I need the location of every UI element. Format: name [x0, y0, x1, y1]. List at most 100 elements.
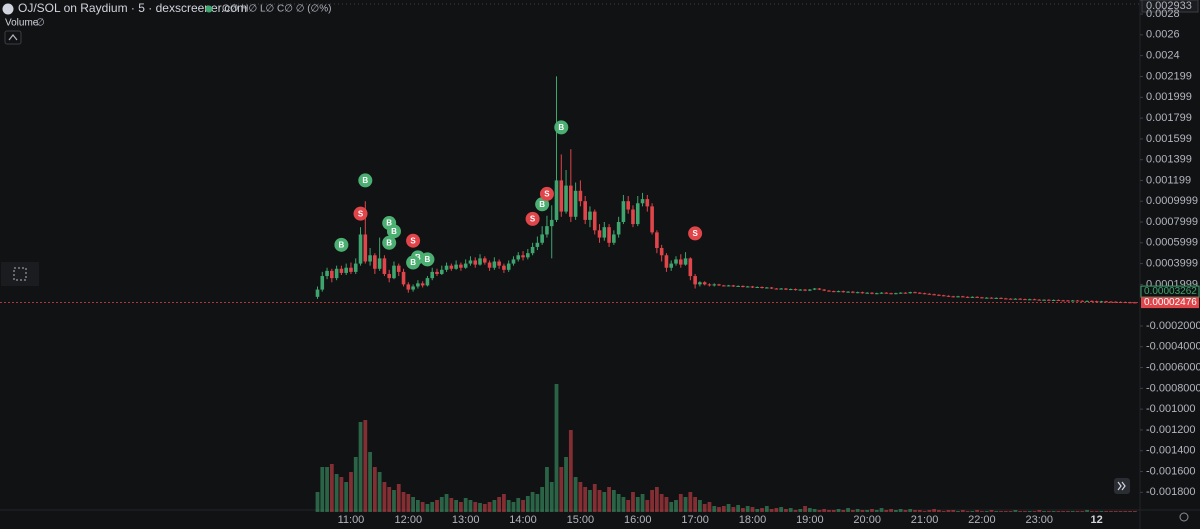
volume-bar	[841, 510, 846, 512]
volume-bar	[698, 500, 702, 512]
trade-marker	[535, 197, 550, 212]
volume-bar	[621, 497, 626, 512]
y-tick-label: 0.0003999	[1146, 257, 1198, 269]
volume-bar	[893, 510, 898, 512]
x-tick-label: 19:00	[796, 514, 824, 526]
candle-body	[1094, 301, 1099, 303]
trade-label: B	[339, 240, 345, 249]
collapse-button[interactable]	[4, 30, 22, 45]
y-tick-label: 0.001999	[1146, 91, 1192, 103]
volume-bar	[611, 490, 616, 512]
volume-bar	[755, 509, 760, 512]
candle-body	[535, 242, 540, 247]
volume-bar	[1042, 511, 1046, 512]
volume-bar	[425, 504, 430, 512]
volume-bar	[736, 505, 741, 512]
volume-bar	[965, 511, 970, 512]
volume-bar	[688, 492, 693, 512]
candle-body	[373, 255, 377, 269]
candle-body	[779, 288, 783, 290]
volume-bar	[525, 496, 530, 512]
candle-body	[989, 297, 994, 299]
volume-bar	[578, 482, 583, 512]
volume-bar	[822, 509, 827, 512]
candle-body	[363, 234, 368, 262]
candle-body	[416, 283, 420, 287]
candle-body	[320, 276, 325, 290]
volume-bar	[626, 500, 631, 512]
x-tick-label: 22:00	[968, 514, 996, 526]
volume-bar	[1008, 511, 1013, 512]
candle-body	[999, 297, 1003, 299]
candle-body	[664, 255, 669, 268]
volume-bar	[454, 500, 459, 512]
candle-body	[1099, 301, 1104, 303]
volume-bar	[1099, 511, 1104, 512]
reference-price-label: 0.00003262	[1144, 286, 1197, 297]
volume-bar	[731, 507, 736, 512]
volume-bar	[1089, 511, 1094, 512]
volume-bar	[521, 500, 525, 512]
volume-bar	[635, 497, 640, 512]
candle-body	[1047, 299, 1051, 301]
candle-body	[788, 289, 793, 291]
y-tick-label: -0.0004000	[1146, 341, 1200, 353]
candle-body	[1013, 298, 1018, 300]
candle-body	[1080, 300, 1085, 302]
trade-label: B	[410, 258, 416, 267]
volume-bar	[750, 507, 755, 512]
volume-bar	[870, 509, 874, 512]
volume-bar	[932, 509, 937, 512]
volume-bar	[960, 510, 965, 512]
candle-body	[774, 288, 779, 290]
volume-bar	[1070, 511, 1075, 512]
candle-body	[846, 291, 850, 293]
volume-bar	[860, 510, 865, 512]
volume-bar	[430, 502, 435, 512]
volume-bar	[693, 497, 698, 512]
y-tick-label: -0.0002000	[1146, 320, 1200, 332]
volume-bar	[545, 467, 549, 512]
candle-body	[1075, 300, 1080, 302]
candle-body	[645, 199, 650, 207]
volume-bar	[568, 430, 573, 512]
scroll-icon	[1117, 481, 1126, 491]
volume-bar	[741, 508, 745, 512]
volume-bar	[937, 510, 941, 512]
volume-bar	[884, 510, 889, 512]
volume-bar	[803, 506, 807, 512]
candle-body	[497, 261, 501, 266]
candle-body	[592, 211, 597, 231]
settings-icon[interactable]	[1179, 512, 1189, 522]
candle-body	[860, 292, 865, 294]
tool-button[interactable]	[1, 262, 39, 286]
volume-bar	[831, 510, 836, 512]
candle-body	[817, 288, 822, 290]
volume-bar	[435, 500, 439, 512]
volume-bar	[1066, 511, 1070, 512]
candle-body	[540, 234, 544, 243]
volume-bar	[597, 490, 602, 512]
candle-body	[392, 265, 396, 279]
volume-bar	[726, 504, 731, 512]
last-price-box	[1141, 297, 1199, 309]
volume-bar	[1123, 511, 1128, 512]
candle-body	[607, 227, 611, 243]
volume-bar	[745, 506, 750, 512]
candle-body	[1051, 299, 1056, 301]
volume-bar	[654, 487, 659, 512]
candle-body	[870, 292, 874, 294]
volume-bar	[482, 504, 487, 512]
volume-bar	[645, 500, 650, 512]
candle-body	[463, 263, 468, 268]
candle-body	[1056, 299, 1061, 301]
scroll-button[interactable]	[1114, 478, 1130, 494]
candle-body	[502, 265, 506, 270]
candle-body	[420, 283, 425, 286]
candle-body	[688, 258, 693, 277]
y-tick-label: 0.0007999	[1146, 216, 1198, 228]
volume-bar	[874, 510, 879, 512]
candle-body	[1023, 299, 1027, 301]
